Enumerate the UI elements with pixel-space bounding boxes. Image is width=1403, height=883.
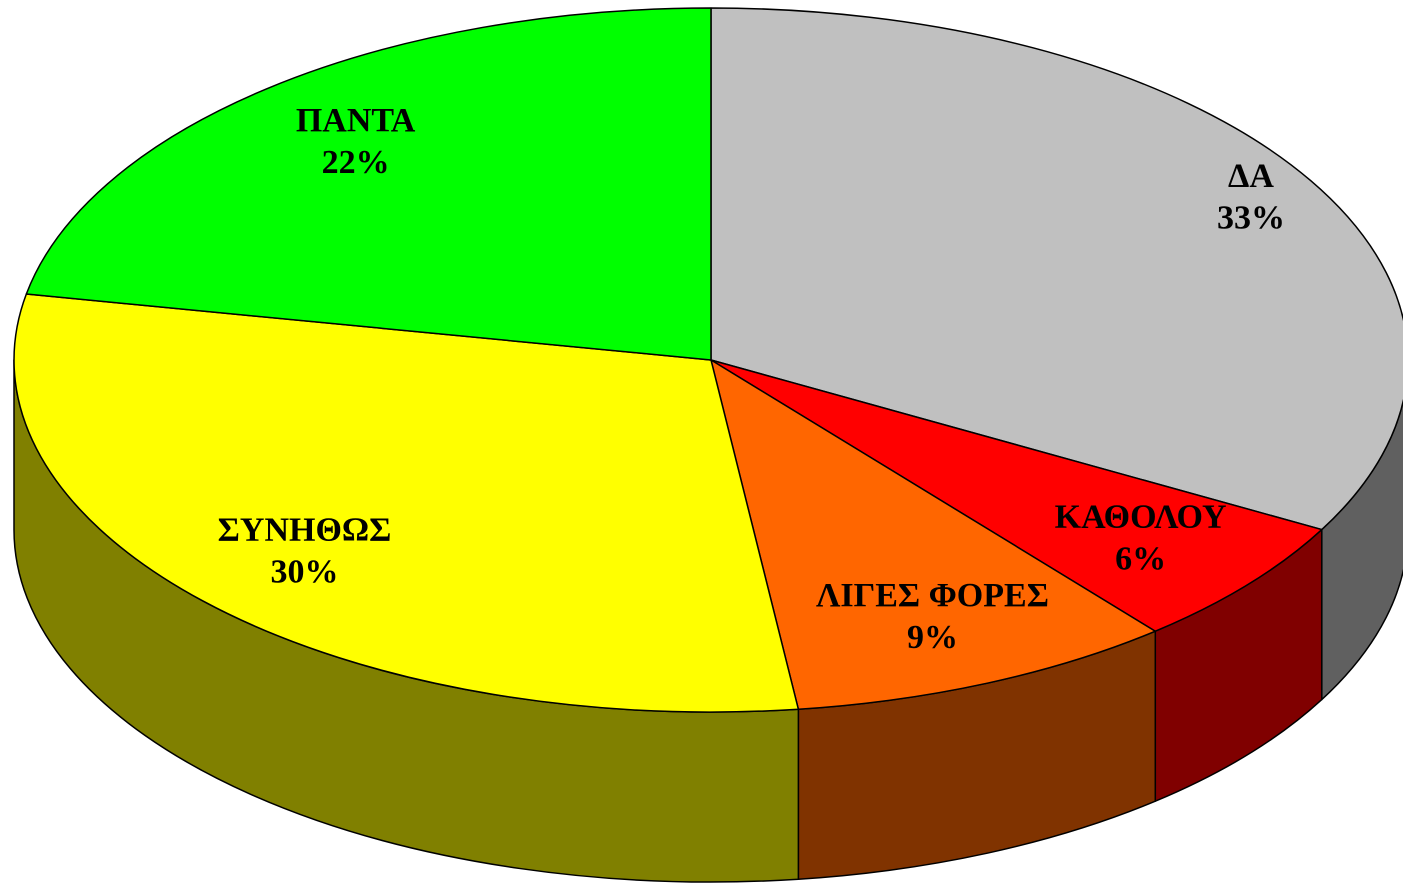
value-label: 9% <box>907 619 958 656</box>
value-label: 6% <box>1115 540 1166 577</box>
slice-label: ΚΑΘΟΛΟΥ <box>1055 498 1227 535</box>
slice <box>13 293 800 713</box>
value-label: 33% <box>1217 200 1285 237</box>
value-label: 30% <box>271 554 339 591</box>
slice-label: ΠΑΝΤΑ <box>296 102 416 139</box>
value-label: 22% <box>322 144 390 181</box>
slice-label: ΣΥΝΗΘΩΣ <box>218 512 392 549</box>
slice-label: ΔΑ <box>1228 158 1274 195</box>
slice <box>710 359 1323 632</box>
slice-label: ΛΙΓΕΣ ΦΟΡΕΣ <box>816 577 1049 614</box>
slice <box>710 7 1403 531</box>
slice <box>25 7 712 361</box>
slice <box>710 359 1157 710</box>
